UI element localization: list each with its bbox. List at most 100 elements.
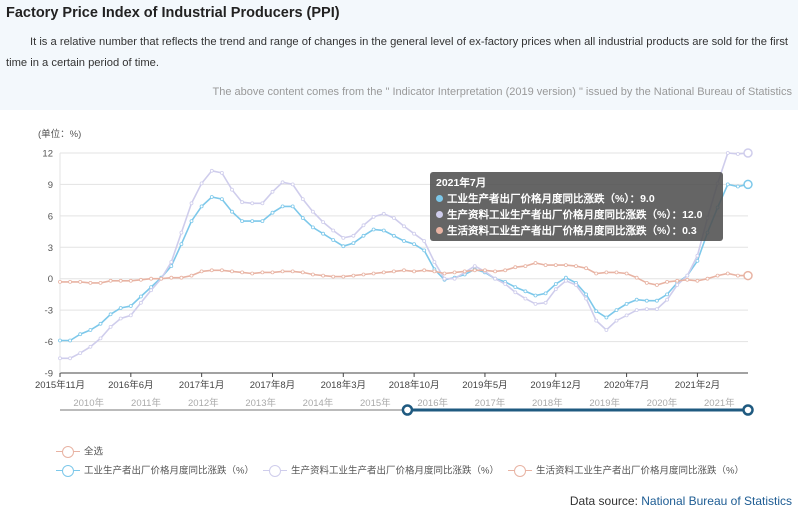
data-point[interactable] bbox=[189, 201, 194, 206]
data-point[interactable] bbox=[513, 265, 518, 270]
data-point[interactable] bbox=[321, 220, 326, 224]
data-point[interactable] bbox=[665, 292, 669, 297]
data-point[interactable] bbox=[624, 271, 629, 276]
data-point[interactable] bbox=[614, 308, 619, 313]
data-point[interactable] bbox=[108, 324, 113, 329]
data-point[interactable] bbox=[523, 296, 528, 301]
data-point[interactable] bbox=[381, 211, 386, 216]
data-point[interactable] bbox=[351, 241, 356, 246]
data-point[interactable] bbox=[260, 219, 265, 223]
data-point[interactable] bbox=[665, 279, 669, 284]
data-point[interactable] bbox=[553, 282, 558, 286]
data-point[interactable] bbox=[584, 266, 588, 271]
legend-item-industrial[interactable]: 工业生产者出厂价格月度同比涨跌（%） bbox=[56, 464, 254, 478]
data-point[interactable] bbox=[614, 270, 619, 275]
data-point[interactable] bbox=[533, 293, 538, 298]
data-point[interactable] bbox=[442, 276, 447, 281]
data-point[interactable] bbox=[240, 200, 245, 205]
data-point[interactable] bbox=[584, 296, 588, 301]
data-point[interactable] bbox=[280, 269, 285, 274]
data-point[interactable] bbox=[209, 168, 214, 173]
data-point[interactable] bbox=[361, 233, 366, 238]
data-point[interactable] bbox=[371, 271, 376, 276]
data-point[interactable] bbox=[624, 301, 629, 306]
data-point[interactable] bbox=[169, 275, 174, 280]
data-point[interactable] bbox=[705, 276, 710, 281]
data-point[interactable] bbox=[240, 270, 245, 275]
data-point[interactable] bbox=[78, 279, 83, 284]
data-point[interactable] bbox=[594, 318, 599, 323]
data-point[interactable] bbox=[432, 269, 437, 274]
data-point[interactable] bbox=[391, 216, 396, 220]
data-point[interactable] bbox=[644, 280, 649, 285]
data-point[interactable] bbox=[725, 151, 730, 155]
data-point[interactable] bbox=[361, 223, 366, 228]
data-point[interactable] bbox=[523, 289, 528, 294]
data-point[interactable] bbox=[58, 338, 62, 343]
data-point[interactable] bbox=[391, 269, 396, 274]
data-point[interactable] bbox=[78, 332, 83, 337]
chart-area[interactable]: (单位：%) 12 9 6 3 0 -3 -6 -9 2015年11月 2016年6月 2017年1月… bbox=[0, 110, 798, 490]
highlighted-point[interactable] bbox=[743, 270, 753, 281]
data-point[interactable] bbox=[604, 315, 609, 320]
data-point[interactable] bbox=[290, 204, 295, 209]
data-point[interactable] bbox=[321, 231, 326, 236]
data-point[interactable] bbox=[736, 184, 740, 189]
data-point[interactable] bbox=[422, 239, 427, 243]
data-point[interactable] bbox=[310, 272, 315, 277]
data-point[interactable] bbox=[88, 280, 93, 285]
data-point[interactable] bbox=[432, 260, 437, 264]
data-point[interactable] bbox=[199, 181, 204, 186]
data-point[interactable] bbox=[604, 328, 609, 332]
data-point[interactable] bbox=[391, 233, 396, 238]
data-point[interactable] bbox=[553, 287, 558, 292]
data-point[interactable] bbox=[270, 270, 275, 275]
data-point[interactable] bbox=[58, 279, 62, 284]
data-point[interactable] bbox=[149, 276, 154, 281]
data-point[interactable] bbox=[209, 195, 214, 199]
data-point[interactable] bbox=[149, 288, 154, 293]
data-point[interactable] bbox=[138, 294, 143, 299]
data-point[interactable] bbox=[493, 276, 498, 281]
data-point[interactable] bbox=[381, 270, 386, 275]
data-point[interactable] bbox=[533, 261, 538, 265]
data-point[interactable] bbox=[280, 204, 285, 209]
data-point[interactable] bbox=[118, 278, 123, 283]
data-point[interactable] bbox=[564, 275, 568, 280]
data-point[interactable] bbox=[108, 278, 113, 283]
data-point[interactable] bbox=[310, 209, 315, 214]
data-point[interactable] bbox=[584, 292, 588, 297]
data-point[interactable] bbox=[402, 224, 406, 229]
data-point[interactable] bbox=[280, 180, 285, 185]
data-point[interactable] bbox=[270, 189, 275, 194]
data-point[interactable] bbox=[523, 264, 528, 269]
data-point[interactable] bbox=[553, 263, 558, 268]
data-point[interactable] bbox=[543, 263, 548, 268]
data-point[interactable] bbox=[331, 238, 336, 242]
data-point[interactable] bbox=[412, 231, 417, 236]
data-point[interactable] bbox=[675, 283, 680, 287]
data-point[interactable] bbox=[58, 356, 62, 361]
data-point[interactable] bbox=[290, 269, 295, 274]
data-point[interactable] bbox=[412, 269, 417, 274]
data-point[interactable] bbox=[361, 272, 366, 277]
data-point[interactable] bbox=[472, 268, 477, 273]
timeline-start-handle[interactable] bbox=[401, 404, 414, 416]
data-point[interactable] bbox=[371, 227, 376, 232]
data-point[interactable] bbox=[655, 298, 659, 303]
data-point[interactable] bbox=[98, 280, 103, 285]
data-point[interactable] bbox=[695, 278, 700, 283]
data-point[interactable] bbox=[159, 276, 164, 281]
data-point[interactable] bbox=[594, 271, 599, 276]
data-point[interactable] bbox=[179, 242, 184, 247]
data-point[interactable] bbox=[270, 210, 275, 215]
data-point[interactable] bbox=[695, 253, 700, 258]
data-point[interactable] bbox=[655, 307, 659, 312]
data-point[interactable] bbox=[371, 215, 376, 219]
data-point[interactable] bbox=[290, 182, 295, 187]
data-point[interactable] bbox=[655, 283, 659, 287]
data-point[interactable] bbox=[138, 300, 143, 305]
data-point[interactable] bbox=[310, 225, 315, 230]
data-point[interactable] bbox=[695, 258, 700, 263]
